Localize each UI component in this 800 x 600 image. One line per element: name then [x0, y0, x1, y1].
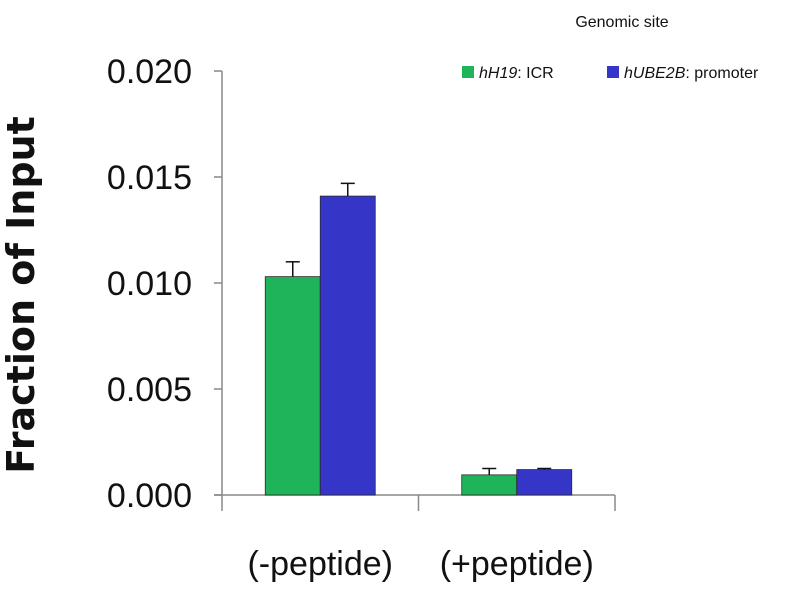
legend-label: hH19: ICR — [479, 65, 554, 82]
bar — [516, 469, 573, 496]
y-tick-label: 0.005 — [107, 371, 192, 409]
legend: hH19: ICR hUBE2B: promoter — [462, 65, 759, 82]
legend-swatch — [462, 66, 474, 78]
bar — [319, 195, 376, 496]
y-tick-label: 0.020 — [107, 53, 192, 91]
y-tick-label: 0.010 — [107, 265, 192, 303]
x-category-labels: (-peptide) (+peptide) — [247, 545, 593, 583]
bar — [264, 276, 321, 496]
y-tick-labels: 0.000 0.005 0.010 0.015 0.020 — [107, 53, 192, 515]
legend-title: Genomic site — [575, 14, 668, 31]
x-category-label: (+peptide) — [440, 545, 594, 583]
y-tick-label: 0.015 — [107, 159, 192, 197]
legend-swatch — [607, 66, 619, 78]
y-tick-label: 0.000 — [107, 477, 192, 515]
x-category-label: (-peptide) — [247, 545, 393, 583]
y-axis-label: Fraction of Input — [0, 116, 43, 474]
bars — [264, 182, 573, 496]
bar — [461, 474, 518, 496]
legend-label: hUBE2B: promoter — [624, 65, 759, 82]
